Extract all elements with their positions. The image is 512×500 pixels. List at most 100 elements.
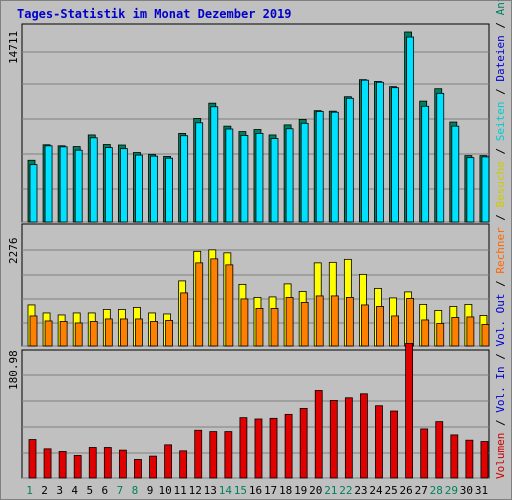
legend-item: Dateien bbox=[494, 35, 507, 82]
bar-volumen-day-23 bbox=[360, 393, 368, 479]
bar-rechner-day-12 bbox=[195, 262, 204, 347]
x-tick-label-day-29: 29 bbox=[445, 484, 458, 497]
bar-volumen-day-2 bbox=[43, 448, 52, 479]
bar-dateien-day-12 bbox=[195, 122, 204, 223]
x-tick-label-day-17: 17 bbox=[264, 484, 277, 497]
legend-separator: / bbox=[494, 15, 507, 36]
x-tick-label-day-11: 11 bbox=[174, 484, 187, 497]
bar-volumen-day-22 bbox=[344, 397, 353, 479]
bar-rechner-day-22 bbox=[345, 297, 354, 347]
x-tick-label-day-26: 26 bbox=[400, 484, 413, 497]
bar-rechner-day-17 bbox=[270, 308, 279, 347]
x-tick-label-day-15: 15 bbox=[234, 484, 247, 497]
bar-rechner-day-4 bbox=[74, 322, 83, 347]
bar-volumen-day-3 bbox=[58, 451, 67, 479]
bar-rechner-day-23 bbox=[361, 304, 369, 347]
x-tick-label-day-21: 21 bbox=[324, 484, 337, 497]
bar-dateien-day-17 bbox=[270, 138, 279, 223]
bar-volumen-day-13 bbox=[209, 431, 218, 479]
legend-item: Anfragen bbox=[494, 0, 507, 15]
bar-dateien-day-24 bbox=[376, 81, 384, 223]
bar-dateien-day-1 bbox=[29, 164, 38, 223]
legend-separator: / bbox=[494, 412, 507, 433]
bar-rechner-day-8 bbox=[135, 318, 143, 347]
bar-dateien-day-9 bbox=[150, 155, 158, 223]
bar-volumen-day-26 bbox=[405, 342, 414, 479]
y-tick-label: 180.98 bbox=[7, 350, 20, 390]
y-tick-label: 2276 bbox=[7, 238, 20, 265]
bar-rechner-day-20 bbox=[315, 295, 324, 347]
bar-rechner-day-2 bbox=[44, 320, 53, 347]
bar-rechner-day-9 bbox=[150, 321, 158, 347]
legend-item: Seiten bbox=[494, 101, 507, 142]
x-tick-label-day-8: 8 bbox=[132, 484, 139, 497]
bar-volumen-day-12 bbox=[194, 429, 203, 479]
bar-volumen-day-4 bbox=[73, 455, 82, 479]
bar-rechner-day-18 bbox=[285, 297, 294, 347]
bar-dateien-day-16 bbox=[255, 132, 264, 223]
bar-dateien-day-8 bbox=[135, 154, 143, 223]
bar-volumen-day-1 bbox=[28, 439, 37, 479]
bar-dateien-day-7 bbox=[119, 148, 128, 223]
x-tick-label-day-22: 22 bbox=[339, 484, 352, 497]
bar-rechner-day-11 bbox=[180, 292, 189, 347]
bar-volumen-day-15 bbox=[239, 417, 248, 479]
y-tick-label: 14711 bbox=[7, 31, 20, 64]
bar-dateien-day-18 bbox=[285, 128, 294, 223]
bar-rechner-day-6 bbox=[104, 318, 113, 347]
legend-separator: / bbox=[494, 346, 507, 367]
bar-volumen-day-25 bbox=[390, 410, 398, 479]
bar-volumen-day-27 bbox=[420, 428, 429, 479]
bar-volumen-day-16 bbox=[254, 418, 263, 479]
x-tick-label-day-5: 5 bbox=[86, 484, 93, 497]
bar-dateien-day-29 bbox=[451, 125, 460, 223]
bar-volumen-day-30 bbox=[465, 439, 474, 479]
x-tick-label-day-9: 9 bbox=[147, 484, 154, 497]
bar-rechner-day-21 bbox=[330, 295, 339, 347]
x-tick-label-day-10: 10 bbox=[158, 484, 171, 497]
x-tick-label-day-31: 31 bbox=[475, 484, 488, 497]
x-tick-label-day-4: 4 bbox=[71, 484, 78, 497]
bar-dateien-day-6 bbox=[104, 147, 113, 223]
bar-volumen-day-14 bbox=[224, 431, 233, 479]
x-tick-label-day-1: 1 bbox=[26, 484, 33, 497]
bar-dateien-day-20 bbox=[315, 111, 324, 223]
bar-volumen-day-28 bbox=[435, 421, 444, 479]
bar-rechner-day-31 bbox=[481, 324, 490, 347]
bar-dateien-day-14 bbox=[225, 128, 234, 223]
legend-item: Vol. In bbox=[494, 366, 507, 413]
bar-rechner-day-5 bbox=[89, 321, 98, 347]
x-tick-label-day-3: 3 bbox=[56, 484, 63, 497]
bar-rechner-day-24 bbox=[376, 306, 384, 347]
x-tick-label-day-28: 28 bbox=[430, 484, 443, 497]
bar-volumen-day-11 bbox=[179, 450, 188, 479]
bar-dateien-day-21 bbox=[330, 111, 339, 223]
bar-volumen-day-21 bbox=[329, 400, 338, 479]
x-tick-label-day-30: 30 bbox=[460, 484, 473, 497]
bar-dateien-day-13 bbox=[210, 106, 219, 223]
bar-volumen-day-7 bbox=[118, 449, 127, 479]
bar-rechner-day-3 bbox=[59, 321, 68, 347]
x-tick-label-day-14: 14 bbox=[219, 484, 233, 497]
bar-volumen-day-10 bbox=[164, 444, 172, 479]
bar-dateien-day-22 bbox=[345, 97, 354, 223]
bar-rechner-day-1 bbox=[29, 315, 38, 347]
bar-rechner-day-14 bbox=[225, 264, 234, 347]
x-tick-label-day-18: 18 bbox=[279, 484, 292, 497]
bar-volumen-day-5 bbox=[88, 447, 97, 479]
x-tick-label-day-7: 7 bbox=[117, 484, 124, 497]
legend-item: Besuche bbox=[494, 161, 507, 208]
bar-rechner-day-16 bbox=[255, 308, 264, 347]
legend-separator: / bbox=[494, 273, 507, 294]
x-tick-label-day-13: 13 bbox=[204, 484, 217, 497]
bar-volumen-day-19 bbox=[299, 407, 308, 479]
legend-separator: / bbox=[494, 141, 507, 162]
bar-volumen-day-9 bbox=[149, 455, 157, 479]
bar-rechner-day-15 bbox=[240, 298, 249, 347]
legend-separator: / bbox=[494, 207, 507, 228]
bar-dateien-day-27 bbox=[421, 105, 430, 223]
bar-dateien-day-4 bbox=[74, 149, 83, 223]
legend-item: Vol. Out bbox=[494, 293, 507, 347]
bar-dateien-day-26 bbox=[406, 36, 415, 223]
bar-dateien-day-2 bbox=[44, 145, 53, 223]
